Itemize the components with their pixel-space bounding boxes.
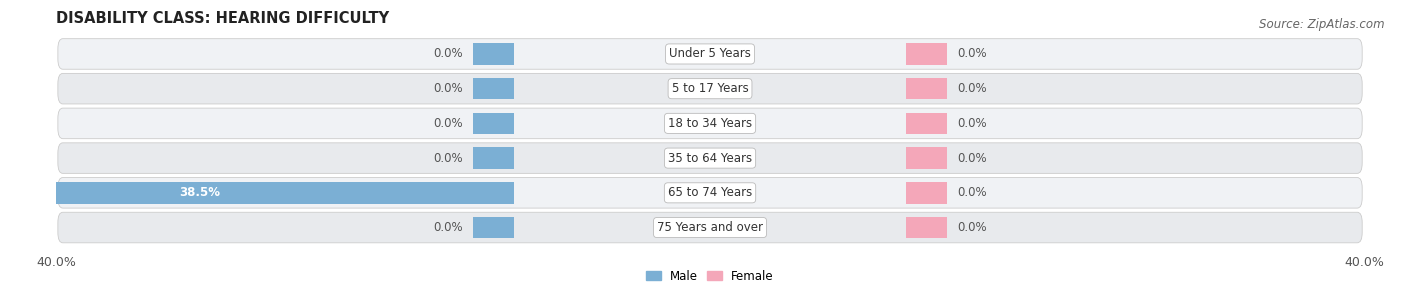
Text: 75 Years and over: 75 Years and over: [657, 221, 763, 234]
Bar: [472, 43, 515, 65]
Text: 0.0%: 0.0%: [433, 82, 463, 95]
FancyBboxPatch shape: [58, 39, 1362, 69]
Bar: [0, 182, 513, 203]
Text: 0.0%: 0.0%: [957, 186, 987, 199]
Text: Source: ZipAtlas.com: Source: ZipAtlas.com: [1260, 18, 1385, 31]
Text: DISABILITY CLASS: HEARING DIFFICULTY: DISABILITY CLASS: HEARING DIFFICULTY: [56, 11, 389, 26]
FancyBboxPatch shape: [58, 212, 1362, 243]
Text: 18 to 34 Years: 18 to 34 Years: [668, 117, 752, 130]
Legend: Male, Female: Male, Female: [647, 270, 773, 283]
Text: 0.0%: 0.0%: [957, 221, 987, 234]
Text: 0.0%: 0.0%: [957, 82, 987, 95]
FancyBboxPatch shape: [58, 178, 1362, 208]
Text: 35 to 64 Years: 35 to 64 Years: [668, 152, 752, 165]
Bar: [905, 113, 948, 134]
FancyBboxPatch shape: [58, 108, 1362, 139]
Bar: [472, 113, 515, 134]
FancyBboxPatch shape: [58, 143, 1362, 173]
Text: 65 to 74 Years: 65 to 74 Years: [668, 186, 752, 199]
Text: 0.0%: 0.0%: [957, 48, 987, 60]
Text: 0.0%: 0.0%: [433, 152, 463, 165]
Text: 0.0%: 0.0%: [433, 221, 463, 234]
Text: 0.0%: 0.0%: [433, 117, 463, 130]
Bar: [905, 43, 948, 65]
Bar: [905, 182, 948, 203]
FancyBboxPatch shape: [58, 74, 1362, 104]
Text: 0.0%: 0.0%: [957, 152, 987, 165]
Text: 5 to 17 Years: 5 to 17 Years: [672, 82, 748, 95]
Bar: [905, 147, 948, 169]
Text: Under 5 Years: Under 5 Years: [669, 48, 751, 60]
Text: 38.5%: 38.5%: [179, 186, 219, 199]
Text: 0.0%: 0.0%: [957, 117, 987, 130]
Bar: [472, 147, 515, 169]
Bar: [905, 78, 948, 99]
Bar: [472, 78, 515, 99]
Bar: [905, 217, 948, 238]
Bar: [472, 217, 515, 238]
Text: 0.0%: 0.0%: [433, 48, 463, 60]
